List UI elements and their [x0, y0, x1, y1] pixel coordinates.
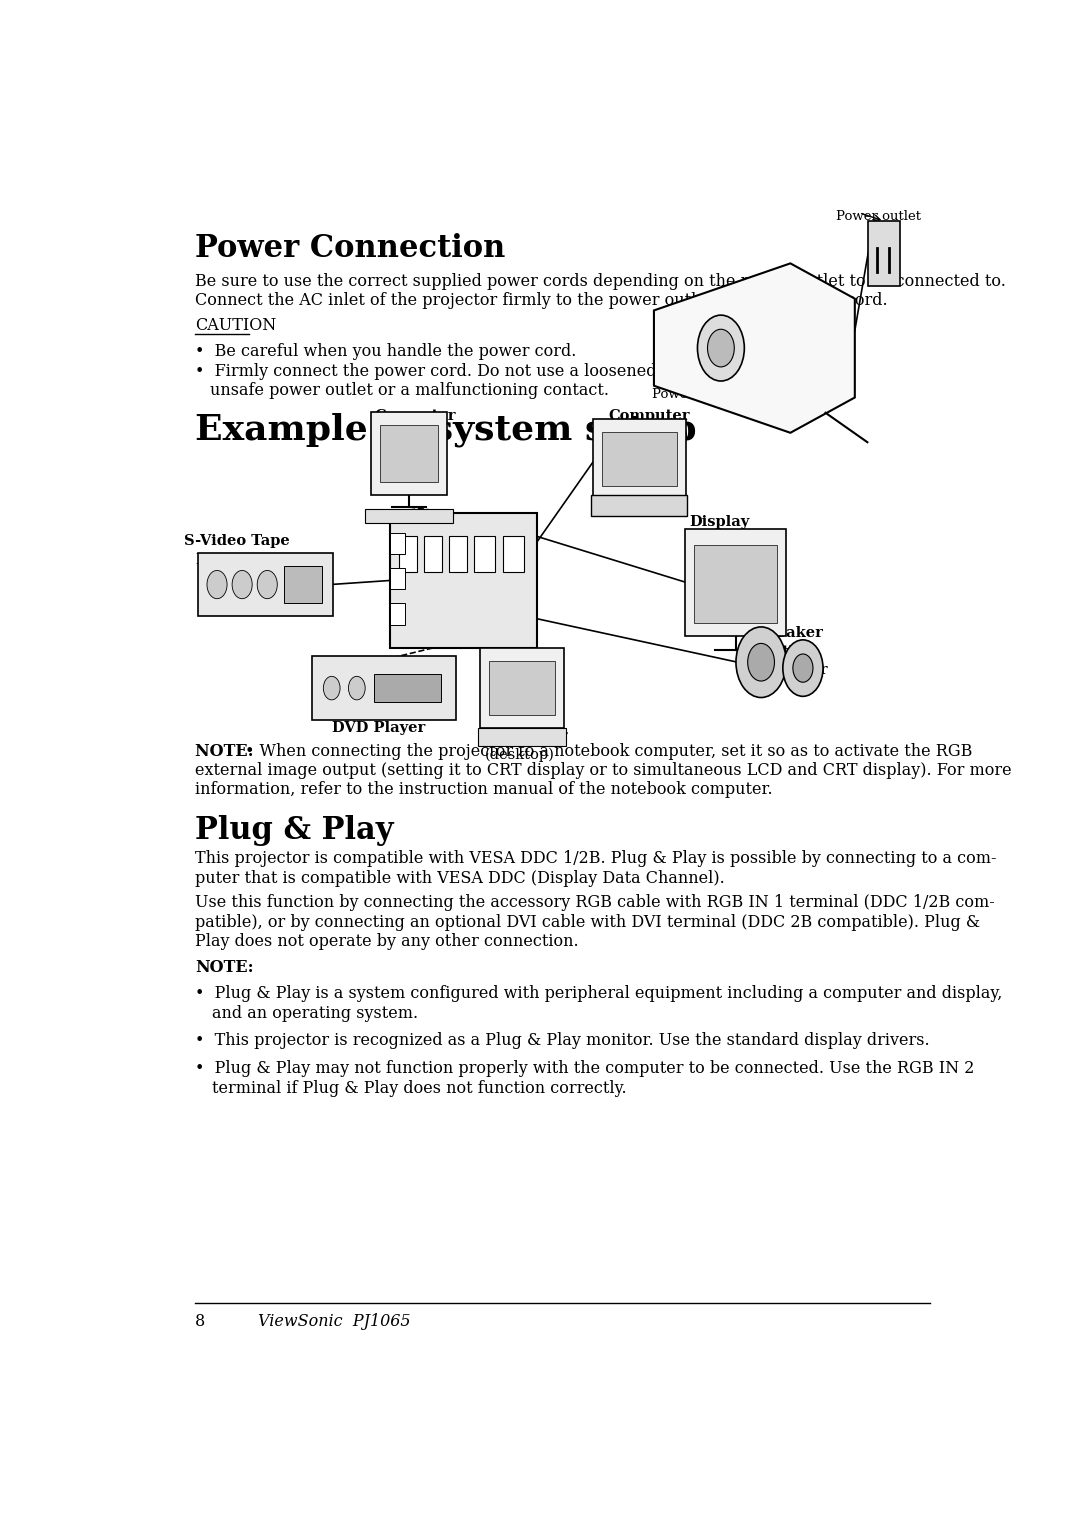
FancyBboxPatch shape	[478, 729, 566, 746]
Text: Computer: Computer	[375, 410, 456, 423]
Text: information, refer to the instruction manual of the notebook computer.: information, refer to the instruction ma…	[195, 781, 773, 798]
Circle shape	[257, 570, 278, 599]
FancyBboxPatch shape	[868, 222, 900, 286]
FancyBboxPatch shape	[449, 536, 468, 571]
FancyBboxPatch shape	[685, 529, 786, 636]
Text: Recorder: Recorder	[195, 553, 270, 567]
Text: unsafe power outlet or a malfunctioning contact.: unsafe power outlet or a malfunctioning …	[211, 382, 609, 399]
Text: ViewSonic  PJ1065: ViewSonic PJ1065	[258, 1313, 410, 1329]
FancyBboxPatch shape	[312, 657, 456, 720]
Text: (desktop): (desktop)	[379, 428, 448, 443]
Text: •  Be careful when you handle the power cord.: • Be careful when you handle the power c…	[195, 344, 577, 361]
Text: This projector is compatible with VESA DDC 1/2B. Plug & Play is possible by conn: This projector is compatible with VESA D…	[195, 851, 997, 868]
Text: (desktop): (desktop)	[485, 749, 555, 762]
FancyBboxPatch shape	[503, 536, 524, 571]
Text: with: with	[765, 645, 800, 659]
Text: external image output (setting it to CRT display or to simultaneous LCD and CRT : external image output (setting it to CRT…	[195, 762, 1012, 779]
FancyBboxPatch shape	[489, 662, 555, 715]
Circle shape	[698, 315, 744, 380]
Text: Speaker: Speaker	[756, 626, 823, 640]
Text: 8: 8	[195, 1313, 205, 1329]
Circle shape	[793, 654, 813, 681]
FancyBboxPatch shape	[399, 536, 417, 571]
Text: Power Connection: Power Connection	[195, 232, 505, 264]
FancyBboxPatch shape	[423, 536, 442, 571]
Text: Monitor: Monitor	[689, 533, 756, 549]
FancyBboxPatch shape	[198, 553, 333, 616]
FancyBboxPatch shape	[372, 411, 447, 495]
Text: DVD Player: DVD Player	[332, 721, 424, 735]
Text: Display: Display	[689, 515, 750, 529]
Circle shape	[747, 643, 774, 681]
FancyBboxPatch shape	[390, 568, 405, 590]
Text: amplifier: amplifier	[753, 663, 828, 677]
Text: Use this function by connecting the accessory RGB cable with RGB IN 1 terminal (: Use this function by connecting the acce…	[195, 894, 995, 911]
Text: Connect the AC inlet of the projector firmly to the power outlet with the power : Connect the AC inlet of the projector fi…	[195, 292, 888, 309]
Text: Example of system setup: Example of system setup	[195, 413, 697, 448]
Text: •  Plug & Play may not function properly with the computer to be connected. Use : • Plug & Play may not function properly …	[195, 1060, 974, 1077]
FancyBboxPatch shape	[474, 536, 495, 571]
Text: Be sure to use the correct supplied power cords depending on the power outlet to: Be sure to use the correct supplied powe…	[195, 274, 1007, 290]
Polygon shape	[653, 263, 855, 432]
FancyBboxPatch shape	[284, 565, 322, 604]
Text: •  Plug & Play is a system configured with peripheral equipment including a comp: • Plug & Play is a system configured wit…	[195, 984, 1002, 1001]
FancyBboxPatch shape	[480, 648, 565, 729]
Circle shape	[323, 677, 340, 700]
Circle shape	[349, 677, 365, 700]
Circle shape	[735, 626, 786, 697]
Text: Power outlet: Power outlet	[836, 211, 921, 223]
Text: •  Firmly connect the power cord. Do not use a loosened or: • Firmly connect the power cord. Do not …	[195, 364, 679, 380]
FancyBboxPatch shape	[380, 425, 438, 483]
Text: patible), or by connecting an optional DVI cable with DVI terminal (DDC 2B compa: patible), or by connecting an optional D…	[195, 914, 981, 931]
FancyBboxPatch shape	[390, 513, 537, 648]
FancyBboxPatch shape	[390, 604, 405, 625]
Text: and an operating system.: and an operating system.	[212, 1004, 418, 1022]
Circle shape	[207, 570, 227, 599]
Text: terminal if Plug & Play does not function correctly.: terminal if Plug & Play does not functio…	[212, 1080, 626, 1097]
Text: puter that is compatible with VESA DDC (Display Data Channel).: puter that is compatible with VESA DDC (…	[195, 871, 725, 888]
Text: NOTE:: NOTE:	[195, 744, 259, 761]
Text: Computer: Computer	[486, 729, 568, 743]
Text: NOTE:: NOTE:	[195, 958, 254, 976]
FancyBboxPatch shape	[365, 509, 454, 524]
Text: Plug & Play: Plug & Play	[195, 814, 394, 847]
FancyBboxPatch shape	[694, 544, 777, 623]
Circle shape	[707, 329, 734, 367]
Text: Play does not operate by any other connection.: Play does not operate by any other conne…	[195, 932, 579, 950]
Text: Computer: Computer	[608, 410, 689, 423]
Text: • When connecting the projector to a notebook computer, set it so as to activate: • When connecting the projector to a not…	[245, 744, 973, 761]
FancyBboxPatch shape	[593, 419, 686, 498]
Text: Power cord: Power cord	[652, 388, 729, 400]
Text: S-Video Tape: S-Video Tape	[184, 533, 289, 549]
Text: AC inlet: AC inlet	[652, 368, 706, 380]
Text: CAUTION: CAUTION	[195, 318, 276, 335]
Circle shape	[783, 640, 823, 697]
FancyBboxPatch shape	[591, 495, 688, 516]
Circle shape	[232, 570, 253, 599]
FancyBboxPatch shape	[390, 533, 405, 555]
Text: (notebook): (notebook)	[609, 428, 689, 442]
Text: •  This projector is recognized as a Plug & Play monitor. Use the standard displ: • This projector is recognized as a Plug…	[195, 1031, 930, 1048]
FancyBboxPatch shape	[602, 431, 676, 486]
FancyBboxPatch shape	[374, 674, 441, 703]
